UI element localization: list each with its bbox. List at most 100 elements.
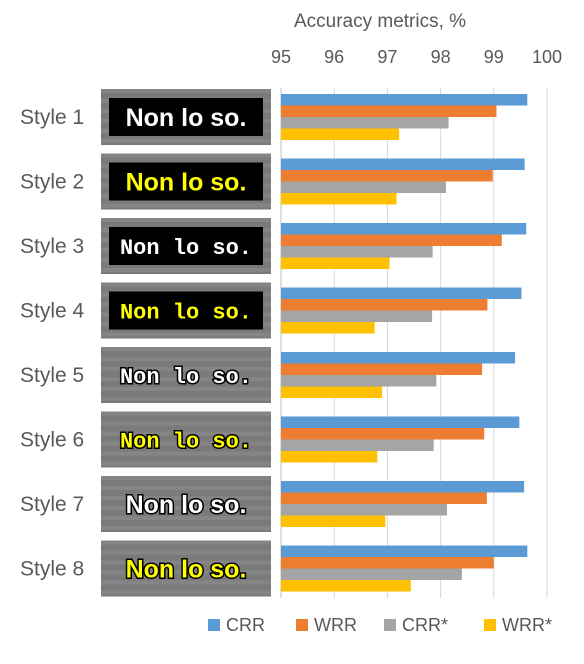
bar-wrr xyxy=(281,105,497,117)
legend-swatch xyxy=(208,619,220,631)
category-label: Style 4 xyxy=(20,300,85,323)
bar-crr xyxy=(281,352,516,364)
thumbnail-background xyxy=(101,476,271,532)
thumbnail-texture xyxy=(101,431,271,436)
subtitle-background-box xyxy=(109,162,263,201)
legend-label: WRR* xyxy=(502,615,552,635)
subtitle-sample-text: Non lo so. xyxy=(126,556,247,584)
thumbnail-texture xyxy=(101,451,271,456)
thumbnail-texture xyxy=(101,570,271,575)
subtitle-thumbnail: Non lo so. xyxy=(101,476,271,532)
thumbnail-texture xyxy=(101,486,271,490)
thumbnail-texture xyxy=(101,580,271,585)
thumbnail-texture xyxy=(101,332,271,337)
bar-wrr-star xyxy=(281,386,383,398)
x-tick-label: 98 xyxy=(431,47,451,67)
subtitle-sample-text: Non lo so. xyxy=(120,365,252,390)
bar-crr xyxy=(281,481,525,493)
bar-crr-star xyxy=(281,181,446,193)
bar-wrr xyxy=(281,299,488,311)
bar-wrr xyxy=(281,557,494,569)
subtitle-sample-text: Non lo so. xyxy=(126,104,247,132)
bar-crr-star xyxy=(281,310,433,322)
bar-wrr-star xyxy=(281,515,386,527)
thumbnail-texture xyxy=(101,89,271,93)
thumbnail-texture xyxy=(101,139,271,143)
subtitle-sample-text: Non lo so. xyxy=(120,300,252,325)
subtitle-thumbnail: Non lo so. xyxy=(101,218,271,274)
legend-label: CRR* xyxy=(402,615,448,635)
category-label: Style 2 xyxy=(20,171,84,194)
bar-wrr xyxy=(281,170,493,182)
bar-wrr-star xyxy=(281,128,400,140)
subtitle-background-box xyxy=(109,227,263,265)
legend-label: CRR xyxy=(226,615,265,635)
thumbnail-texture xyxy=(101,282,271,287)
subtitle-thumbnail: Non lo so. xyxy=(101,153,271,210)
thumbnail-texture xyxy=(101,496,271,500)
x-tick-label: 97 xyxy=(377,47,397,67)
legend-label: WRR xyxy=(314,615,357,635)
thumbnail-texture xyxy=(101,476,271,480)
thumbnail-texture xyxy=(101,461,271,466)
bar-wrr-star xyxy=(281,257,390,269)
subtitle-thumbnail: Non lo so. xyxy=(101,347,271,403)
bar-crr xyxy=(281,94,528,106)
subtitle-thumbnail: Non lo so. xyxy=(101,282,271,339)
bar-crr xyxy=(281,287,522,299)
bar-crr xyxy=(281,416,520,428)
legend-swatch xyxy=(484,619,496,631)
thumbnail-texture xyxy=(101,540,271,545)
thumbnail-background xyxy=(101,347,271,403)
legend-swatch xyxy=(384,619,396,631)
subtitle-sample-text: Non lo so. xyxy=(120,236,252,261)
subtitle-background-box xyxy=(109,98,263,136)
bar-crr xyxy=(281,545,528,557)
subtitle-background-box xyxy=(109,291,263,330)
category-label: Style 1 xyxy=(20,106,84,129)
bar-wrr xyxy=(281,234,502,246)
thumbnail-texture xyxy=(101,153,271,158)
category-label: Style 5 xyxy=(20,364,84,387)
bars xyxy=(281,94,528,592)
category-label: Style 7 xyxy=(20,493,84,516)
thumbnail-texture xyxy=(101,357,271,361)
thumbnail-texture xyxy=(101,347,271,351)
bar-crr-star xyxy=(281,246,433,258)
thumbnail-background xyxy=(101,540,271,597)
thumbnail-texture xyxy=(101,560,271,565)
thumbnail-texture xyxy=(101,411,271,416)
bar-crr-star xyxy=(281,117,449,129)
bar-crr-star xyxy=(281,504,447,516)
bar-crr xyxy=(281,158,525,170)
thumbnail-texture xyxy=(101,377,271,381)
thumbnail-texture xyxy=(101,268,271,272)
thumbnail-texture xyxy=(101,516,271,520)
bar-crr-star xyxy=(281,439,434,451)
x-tick-label: 99 xyxy=(484,47,504,67)
legend: CRR WRR CRR* WRR* xyxy=(208,615,552,635)
category-label: Style 8 xyxy=(20,558,84,581)
x-tick-labels: 95 96 97 98 99 100 xyxy=(271,47,562,67)
thumbnail-texture xyxy=(101,367,271,371)
category-label: Style 6 xyxy=(20,429,84,452)
subtitle-thumbnail: Non lo so. xyxy=(101,89,271,145)
bar-wrr xyxy=(281,363,483,375)
category-labels: Style 1 Style 2 Style 3 Style 4 Style 5 Style… xyxy=(20,106,85,581)
x-tick-label: 100 xyxy=(532,47,562,67)
thumbnail-texture xyxy=(101,218,271,222)
x-tick-label: 96 xyxy=(324,47,344,67)
subtitle-sample-text: Non lo so. xyxy=(126,169,247,197)
bar-crr-star xyxy=(281,375,437,387)
subtitle-thumbnail: Non lo so. xyxy=(101,540,271,597)
thumbnail-texture xyxy=(101,590,271,595)
x-tick-label: 95 xyxy=(271,47,291,67)
bar-crr xyxy=(281,223,527,235)
subtitle-thumbnail: Non lo so. xyxy=(101,411,271,468)
thumbnail-texture xyxy=(101,397,271,401)
thumbnail-texture xyxy=(101,421,271,426)
bar-wrr xyxy=(281,492,487,504)
subtitle-style-thumbnails: Non lo so. Non lo so. Non lo so. Non lo so.… xyxy=(101,89,271,597)
subtitle-sample-text: Non lo so. xyxy=(120,429,252,454)
